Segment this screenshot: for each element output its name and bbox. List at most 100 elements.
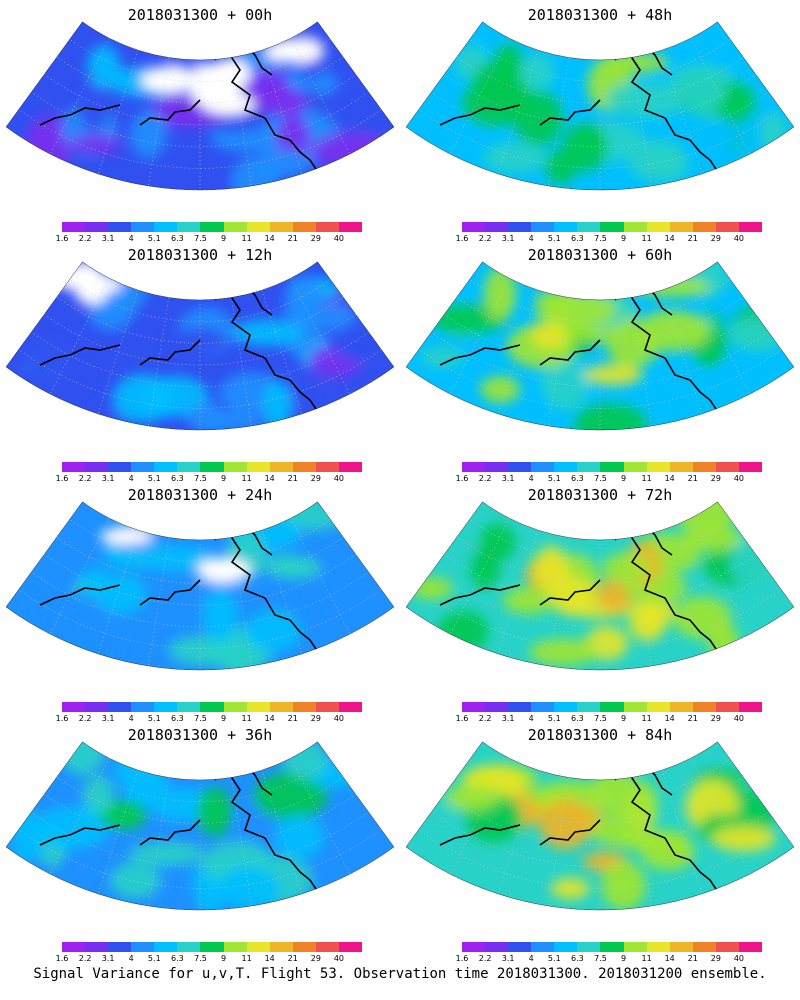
colorbar-tick-label: 5.1 [547, 714, 561, 723]
colorbar-segment [246, 222, 270, 232]
colorbar-segment [531, 222, 555, 232]
colorbar-tick-label: 6.3 [571, 954, 584, 963]
colorbar-labels: 1.6 2.2 3.1 4 5.1 6.3 7.5 9 11 14 21 29 40 [456, 714, 762, 724]
colorbar-segment [246, 942, 270, 952]
colorbar-segment [269, 702, 293, 712]
colorbar-segment [646, 222, 670, 232]
colorbar-tick-label: 14 [664, 714, 675, 723]
colorbar-segment [85, 462, 109, 472]
colorbar-segment [485, 702, 509, 712]
colorbar-tick-label: 5.1 [147, 714, 161, 723]
colorbar-segment [600, 462, 624, 472]
colorbar-tick-label: 1.6 [455, 234, 469, 243]
colorbar-tick-label: 14 [264, 474, 275, 483]
colorbar-labels: 1.6 2.2 3.1 4 5.1 6.3 7.5 9 11 14 21 29 40 [56, 714, 362, 724]
colorbar-tick-label: 6.3 [571, 474, 584, 483]
colorbar-segment [508, 222, 532, 232]
colorbar-tick-label: 9 [220, 234, 227, 243]
colorbar-segment [154, 462, 178, 472]
colorbar-tick-label: 7.5 [194, 234, 207, 243]
colorbar-segment [508, 702, 532, 712]
colorbar-segment [715, 702, 739, 712]
colorbar-tick-label: 21 [687, 714, 698, 723]
colorbar-tick-label: 21 [287, 234, 298, 243]
colorbar-segment [462, 942, 486, 952]
colorbar-segment [485, 222, 509, 232]
colorbar-segment [669, 942, 693, 952]
colorbar-segment [62, 942, 86, 952]
colorbar-tick-label: 7.5 [594, 954, 607, 963]
colorbar-tick-label: 21 [687, 234, 698, 243]
colorbar-segment [692, 942, 716, 952]
colorbar-segment [292, 702, 316, 712]
colorbar-segment [177, 942, 201, 952]
colorbar-segment [223, 702, 247, 712]
colorbar-tick-label: 21 [687, 954, 698, 963]
colorbar-tick-label: 4 [528, 474, 534, 483]
colorbar-tick-label: 9 [620, 714, 627, 723]
colorbar-tick-label: 4 [128, 954, 134, 963]
colorbar [62, 462, 363, 472]
colorbar-segment [177, 222, 201, 232]
colorbar-segment [738, 222, 763, 232]
colorbar-tick-label: 11 [241, 474, 252, 483]
colorbar-tick-label: 4 [128, 474, 134, 483]
colorbar-segment [292, 462, 316, 472]
colorbar-segment [131, 222, 155, 232]
colorbar-tick-label: 29 [710, 474, 721, 483]
colorbar-tick-label: 40 [733, 234, 745, 243]
variance-map [405, 21, 795, 191]
colorbar-segment [108, 462, 132, 472]
colorbar-tick-label: 1.6 [455, 474, 469, 483]
colorbar-segment [577, 702, 601, 712]
colorbar-segment [554, 222, 578, 232]
colorbar-tick-label: 29 [310, 714, 321, 723]
colorbar-segment [531, 942, 555, 952]
panel-title: 2018031300 + 84h [527, 726, 673, 744]
colorbar-tick-label: 40 [333, 234, 345, 243]
variance-map [5, 501, 395, 671]
colorbar-segment [485, 942, 509, 952]
colorbar-tick-label: 6.3 [171, 954, 184, 963]
colorbar-segment [623, 222, 647, 232]
colorbar-tick-label: 7.5 [194, 474, 207, 483]
colorbar-segment [338, 702, 363, 712]
colorbar-segment [646, 942, 670, 952]
colorbar-segment [715, 462, 739, 472]
colorbar [462, 702, 763, 712]
colorbar-tick-label: 14 [264, 714, 275, 723]
colorbar-segment [62, 462, 86, 472]
colorbar-tick-label: 21 [287, 474, 298, 483]
forecast-panel: 2018031300 + 84h 1.6 2.2 3.1 4 5.1 6.3 7.5 9 11 14… [400, 720, 800, 963]
colorbar-segment [269, 942, 293, 952]
colorbar-tick-label: 5.1 [547, 954, 561, 963]
colorbar-segment [600, 942, 624, 952]
colorbar-segment [85, 702, 109, 712]
colorbar-segment [131, 702, 155, 712]
colorbar-segment [692, 702, 716, 712]
colorbar-segment [508, 942, 532, 952]
colorbar-segment [462, 462, 486, 472]
colorbar-tick-label: 11 [641, 954, 652, 963]
colorbar [62, 222, 363, 232]
colorbar-segment [154, 222, 178, 232]
colorbar-tick-label: 29 [310, 234, 321, 243]
colorbar-tick-label: 9 [220, 954, 227, 963]
colorbar-segment [462, 222, 486, 232]
variance-map [5, 261, 395, 431]
colorbar-tick-label: 5.1 [147, 474, 161, 483]
colorbar-tick-label: 4 [528, 954, 534, 963]
colorbar [462, 462, 763, 472]
colorbar-segment [62, 702, 86, 712]
colorbar-segment [692, 222, 716, 232]
colorbar-tick-label: 3.1 [501, 474, 515, 483]
colorbar-tick-label: 7.5 [194, 714, 207, 723]
colorbar-tick-label: 5.1 [147, 234, 161, 243]
colorbar-segment [554, 702, 578, 712]
variance-map [405, 501, 795, 671]
colorbar-segment [315, 702, 339, 712]
panel-title: 2018031300 + 60h [527, 246, 673, 264]
colorbar-tick-label: 4 [128, 714, 134, 723]
colorbar-tick-label: 9 [220, 474, 227, 483]
colorbar-segment [315, 942, 339, 952]
